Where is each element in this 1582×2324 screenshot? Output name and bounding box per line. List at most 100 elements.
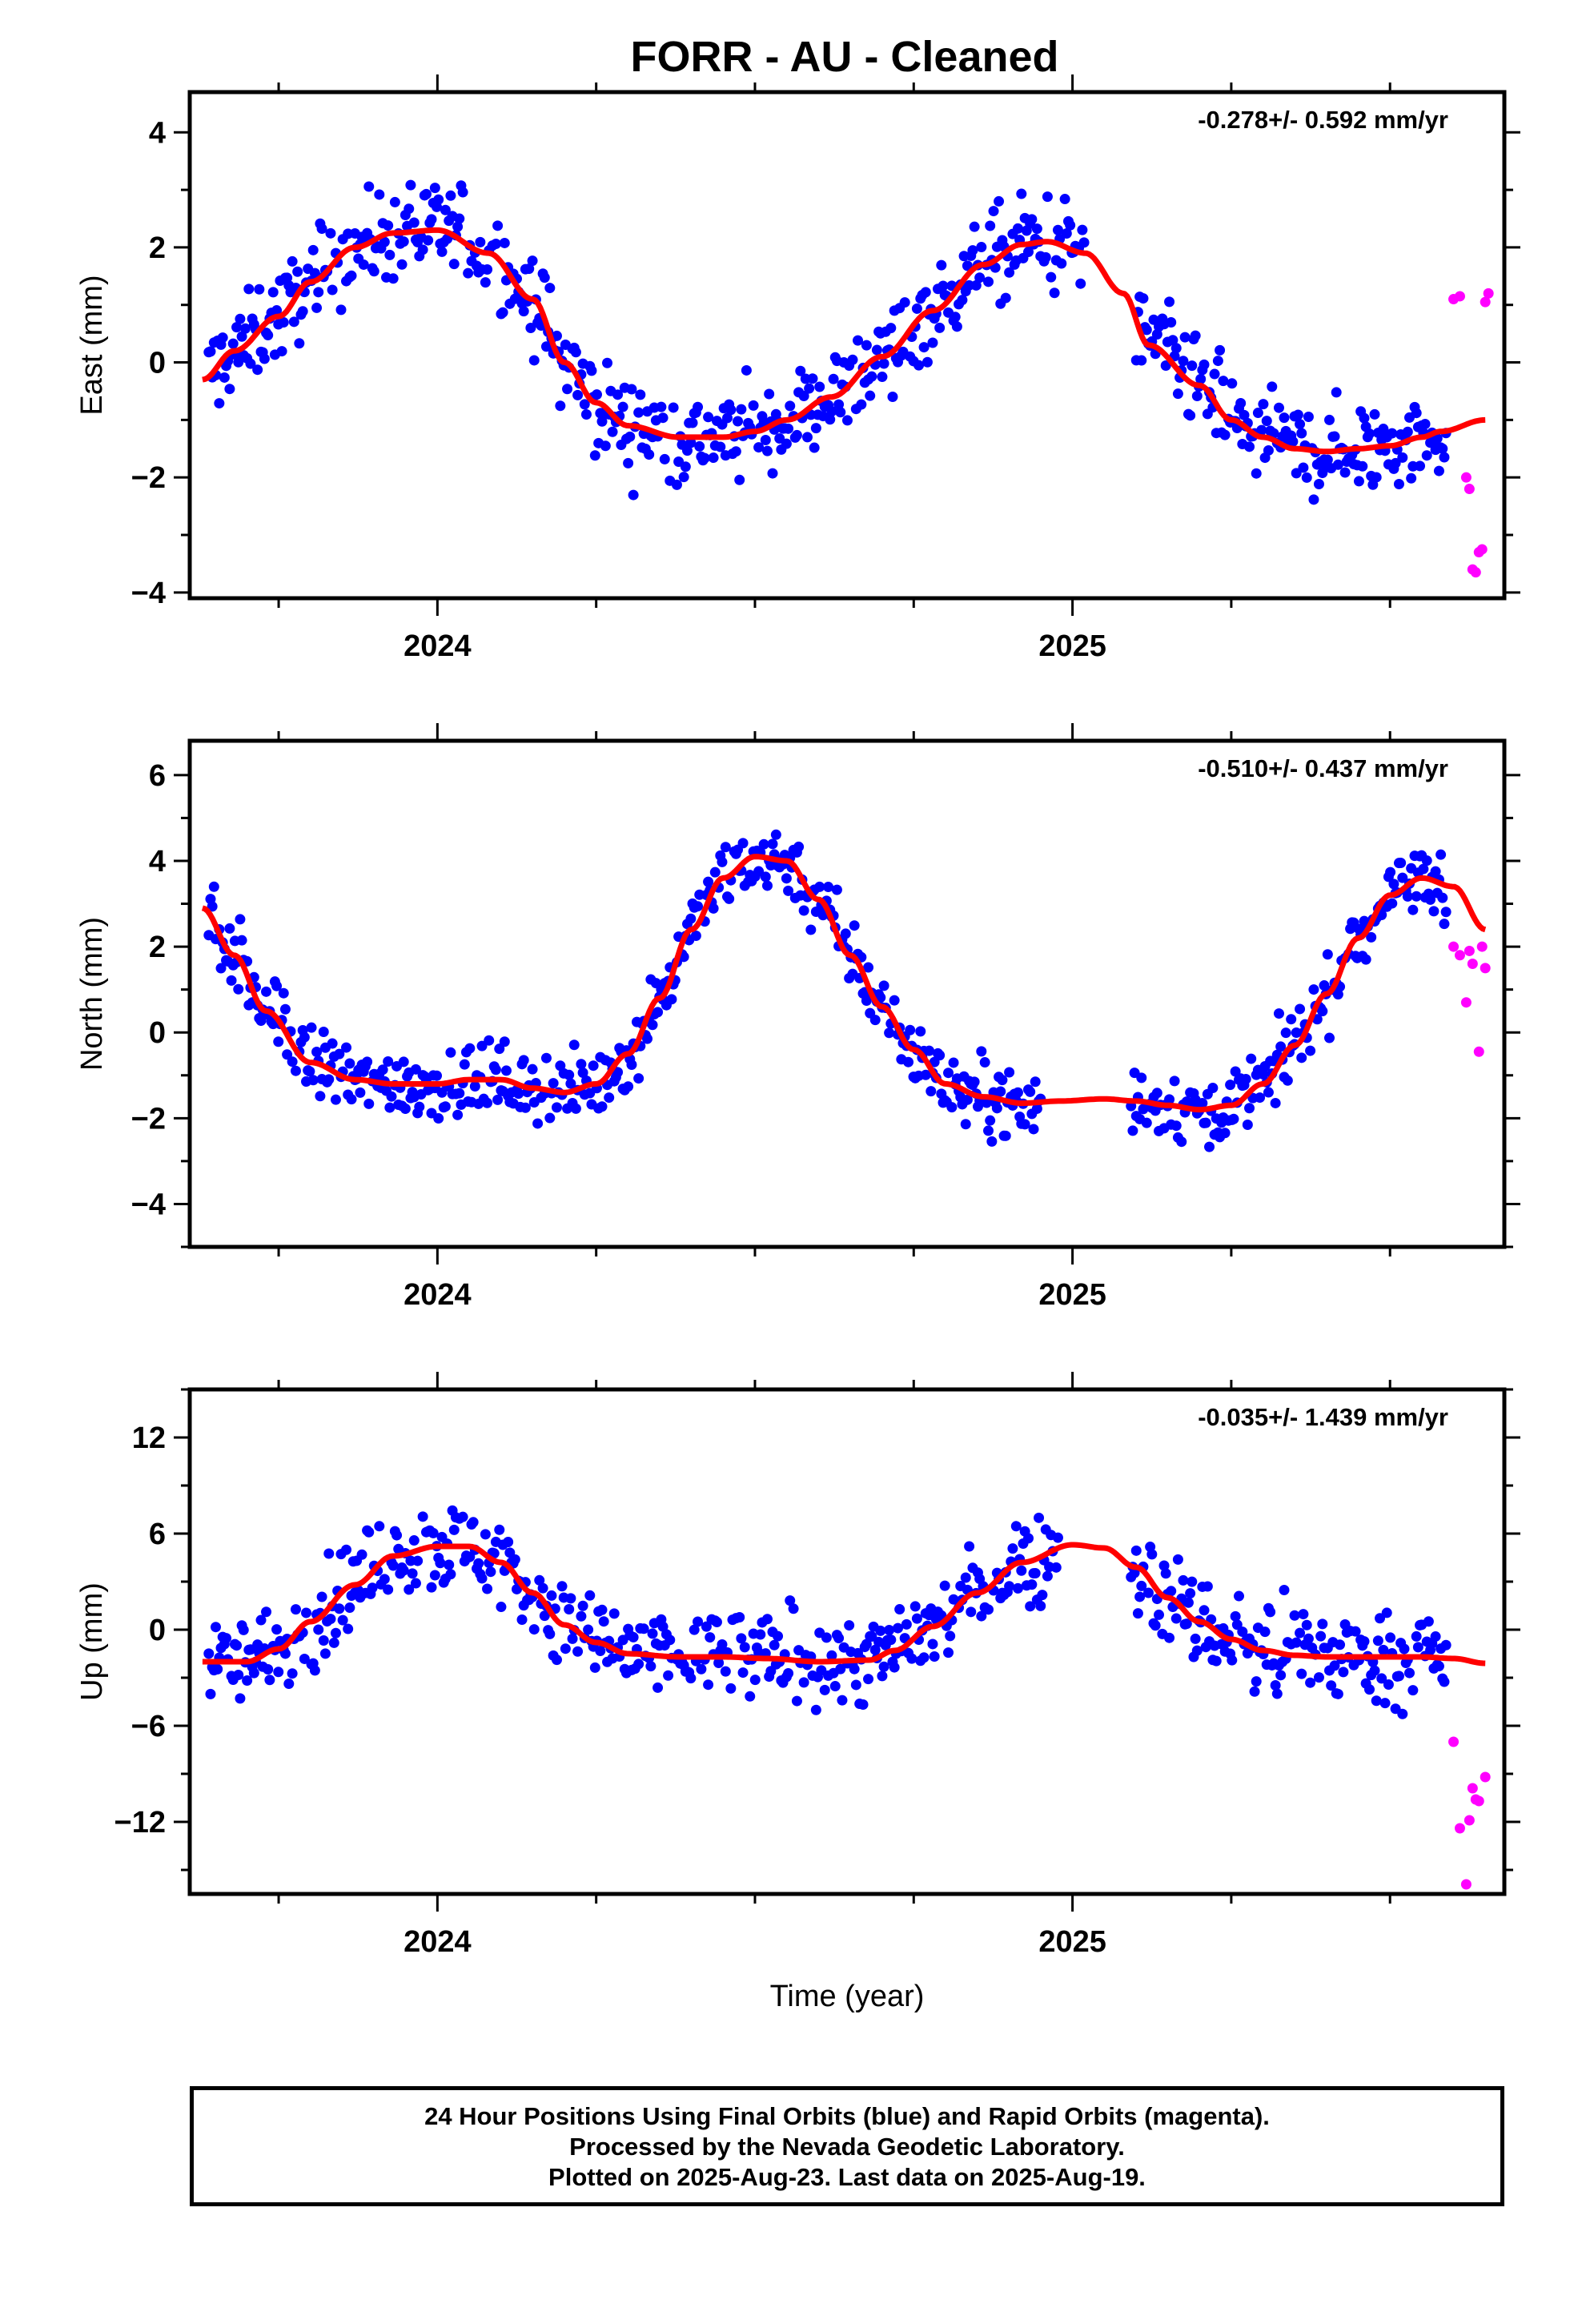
final-point	[1435, 849, 1447, 860]
final-point	[383, 220, 394, 231]
final-point	[1430, 1631, 1441, 1642]
final-point	[724, 893, 735, 904]
final-point	[311, 1047, 323, 1058]
final-point	[1308, 494, 1319, 505]
final-point	[693, 401, 704, 412]
final-point	[1242, 1119, 1253, 1130]
rate-annotation: -0.510+/- 0.437 mm/yr	[1198, 754, 1448, 782]
final-point	[1421, 855, 1432, 866]
final-point	[252, 364, 263, 376]
final-point	[856, 399, 867, 410]
final-point	[287, 255, 298, 267]
final-point	[892, 1622, 903, 1634]
final-point	[1235, 398, 1247, 409]
final-point	[943, 1647, 954, 1659]
final-point	[1237, 1626, 1248, 1638]
final-point	[1034, 1512, 1045, 1523]
final-point	[482, 1583, 493, 1594]
final-point	[1077, 224, 1088, 235]
final-point	[398, 1056, 409, 1068]
final-point	[468, 1517, 479, 1528]
final-point	[753, 442, 765, 453]
final-point	[1019, 1119, 1030, 1130]
final-point	[1167, 335, 1178, 346]
final-point	[847, 354, 858, 365]
final-point	[344, 1602, 355, 1614]
final-point	[1012, 223, 1023, 234]
final-point	[755, 1629, 766, 1640]
final-point	[410, 1578, 421, 1589]
final-point	[781, 873, 792, 884]
final-point	[544, 1112, 556, 1124]
y-tick-label: 12	[132, 1421, 166, 1455]
final-point	[861, 340, 872, 351]
final-point	[341, 1544, 352, 1555]
final-point	[837, 1695, 848, 1706]
final-point	[363, 181, 375, 192]
final-point	[1255, 1092, 1266, 1104]
final-point	[1190, 330, 1201, 341]
final-point	[1381, 1607, 1392, 1618]
final-point	[231, 322, 243, 333]
final-point	[783, 885, 794, 896]
final-point	[1322, 949, 1333, 960]
final-point	[734, 1611, 745, 1622]
final-point	[974, 272, 986, 283]
final-point	[918, 1652, 930, 1663]
final-point	[341, 1042, 352, 1053]
y-tick-label: 0	[149, 347, 166, 380]
final-point	[760, 871, 771, 883]
final-point	[343, 1623, 354, 1634]
final-point	[1251, 468, 1262, 479]
final-point	[793, 841, 805, 852]
y-axis-label: Up (mm)	[75, 1582, 109, 1701]
panel-3: 2024 2025 −12 −6 0 6 12 Up (mm) Time (year) -0.03…	[75, 1372, 1520, 2013]
final-point	[985, 220, 996, 231]
final-point	[1199, 1605, 1210, 1616]
final-point	[1178, 356, 1189, 367]
final-point	[362, 1056, 373, 1068]
model-line	[202, 227, 1486, 455]
final-point	[433, 1113, 444, 1124]
final-point	[1007, 1543, 1018, 1554]
final-point	[1042, 191, 1053, 203]
final-point	[224, 923, 235, 934]
final-point	[1273, 402, 1284, 413]
final-point	[1372, 1635, 1383, 1647]
final-point	[626, 384, 637, 395]
final-point	[788, 1603, 799, 1614]
final-point	[1164, 1094, 1175, 1105]
final-point	[1366, 931, 1377, 943]
final-point	[567, 1633, 578, 1644]
final-point	[290, 1065, 301, 1076]
final-point	[1199, 359, 1210, 370]
final-point	[544, 1628, 556, 1639]
final-point	[1322, 454, 1333, 465]
final-point	[983, 1125, 994, 1136]
final-point	[279, 1003, 291, 1015]
final-point	[1172, 1554, 1183, 1565]
final-point	[1303, 411, 1314, 422]
final-point	[1166, 1586, 1177, 1597]
final-point	[833, 399, 845, 410]
final-point	[823, 882, 834, 893]
final-point	[283, 1679, 295, 1690]
final-point	[271, 1624, 283, 1635]
final-point	[767, 468, 778, 479]
final-point	[753, 866, 765, 877]
final-point	[951, 321, 962, 332]
final-point	[761, 1614, 773, 1625]
final-point	[236, 331, 247, 342]
final-point	[1138, 293, 1149, 304]
final-point	[758, 838, 769, 850]
final-point	[496, 1602, 507, 1613]
final-point	[1059, 194, 1070, 205]
final-point	[391, 1530, 403, 1541]
final-point	[657, 412, 669, 424]
final-point	[966, 1606, 977, 1618]
final-point	[405, 179, 416, 191]
final-point	[572, 389, 584, 400]
final-point	[1305, 1045, 1316, 1056]
final-point	[1246, 1053, 1257, 1064]
final-point	[583, 1624, 594, 1635]
